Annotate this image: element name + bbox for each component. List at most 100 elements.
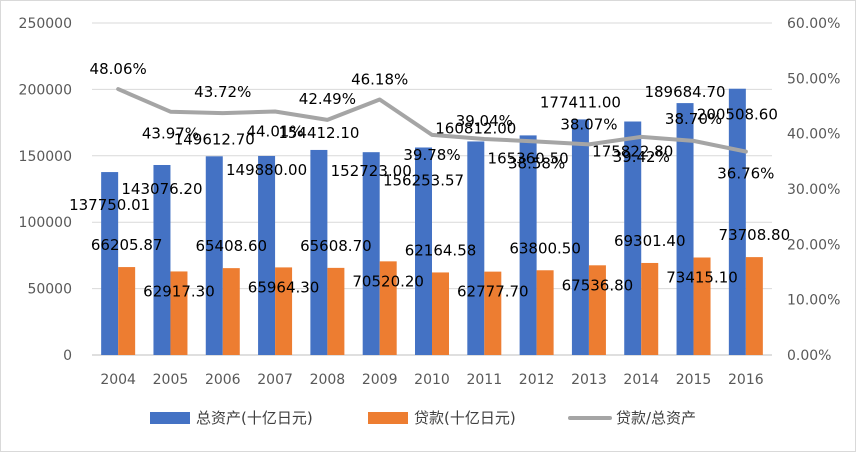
- bar-loans: [484, 271, 502, 355]
- left-axis-ticks: 0 50000 100000 150000 200000 250000: [19, 16, 72, 364]
- data-label-loans: 62917.30: [143, 282, 215, 300]
- data-label-loans: 67536.80: [562, 276, 634, 294]
- bar-total-assets: [467, 141, 485, 355]
- right-axis-tick-label: 50.00%: [787, 71, 840, 87]
- bar-loans: [118, 267, 136, 355]
- bar-total-assets: [258, 155, 276, 355]
- data-label-total-assets: 200508.60: [697, 106, 778, 124]
- data-label-loans: 65408.60: [195, 237, 267, 255]
- data-label-ratio: 48.06%: [90, 60, 147, 78]
- left-axis-tick-label: 50000: [27, 282, 72, 298]
- data-label-loans: 62777.70: [457, 283, 529, 301]
- data-label-ratio: 43.97%: [142, 125, 199, 143]
- data-label-ratio: 42.49%: [299, 90, 356, 108]
- data-label-total-assets: 160812.00: [435, 119, 516, 137]
- data-label-total-assets: 143076.20: [121, 180, 202, 198]
- bar-loans: [222, 268, 240, 355]
- x-axis-tick-label: 2010: [414, 372, 450, 388]
- data-label-ratio: 36.76%: [717, 165, 774, 183]
- bar-loans: [588, 265, 606, 355]
- data-label-ratio: 38.07%: [560, 115, 617, 133]
- x-axis-tick-label: 2011: [466, 372, 502, 388]
- data-label-total-assets: 154412.10: [278, 124, 359, 142]
- data-label-ratio: 39.04%: [456, 112, 513, 130]
- bar-total-assets: [415, 147, 432, 355]
- data-label-ratio: 39.42%: [613, 148, 670, 166]
- x-axis-tick-label: 2009: [362, 372, 398, 388]
- legend-label-total-assets: 总资产(十亿日元): [196, 409, 313, 427]
- left-axis-tick-label: 100000: [19, 215, 72, 231]
- bar-total-assets: [728, 88, 746, 355]
- x-axis-tick-label: 2013: [571, 372, 607, 388]
- data-label-total-assets: 152723.00: [331, 162, 412, 180]
- data-label-total-assets: 175822.80: [592, 143, 673, 161]
- data-label-total-assets: 177411.00: [540, 93, 621, 111]
- right-axis-tick-label: 60.00%: [787, 16, 840, 32]
- x-axis-tick-label: 2004: [100, 372, 136, 388]
- data-label-total-assets: 149880.00: [226, 161, 307, 179]
- right-axis-ticks: 0.00% 10.00% 20.00% 30.00% 40.00% 50.00% 60.00…: [787, 16, 840, 364]
- data-label-total-assets: 156253.57: [383, 171, 464, 189]
- bar-total-assets: [676, 103, 694, 355]
- x-axis-tick-label: 2008: [310, 372, 346, 388]
- bar-total-assets: [101, 172, 119, 355]
- legend-label-loans: 贷款(十亿日元): [414, 409, 516, 427]
- data-labels: 137750.01 66205.87 48.06% 143076.20 62917.30…: [69, 60, 790, 301]
- data-label-ratio: 38.70%: [665, 110, 722, 128]
- bar-loans: [745, 257, 763, 355]
- bar-total-assets: [571, 119, 589, 355]
- data-label-total-assets: 149612.70: [174, 130, 255, 148]
- data-label-loans: 69301.40: [614, 232, 686, 250]
- right-axis-tick-label: 10.00%: [787, 293, 840, 309]
- x-axis-tick-label: 2015: [676, 372, 712, 388]
- x-axis-tick-label: 2014: [623, 372, 659, 388]
- data-label-ratio: 46.18%: [351, 70, 408, 88]
- legend-swatch-total-assets: [150, 412, 190, 424]
- right-axis-tick-label: 30.00%: [787, 182, 840, 198]
- right-axis-tick-label: 20.00%: [787, 237, 840, 253]
- bar-total-assets: [362, 152, 380, 355]
- legend-swatch-loans: [368, 412, 408, 424]
- bar-total-assets: [153, 164, 171, 355]
- bar-loans: [379, 261, 397, 355]
- bar-loans: [432, 272, 449, 355]
- data-label-loans: 62164.58: [405, 241, 477, 259]
- bar-total-assets: [205, 156, 223, 355]
- data-label-ratio: 38.58%: [508, 155, 565, 173]
- legend: 总资产(十亿日元) 贷款(十亿日元) 贷款/总资产: [150, 409, 696, 427]
- ratio-line: [116, 87, 748, 154]
- data-label-loans: 65964.30: [248, 278, 320, 296]
- bar-loans: [170, 271, 188, 355]
- bar-total-assets: [519, 135, 537, 355]
- left-axis-tick-label: 250000: [19, 16, 72, 32]
- data-label-loans: 73415.10: [666, 269, 738, 287]
- x-axis-tick-label: 2006: [205, 372, 241, 388]
- ratio-line-group: [116, 87, 748, 154]
- bar-loans: [275, 267, 293, 355]
- data-label-loans: 63800.50: [509, 239, 581, 257]
- left-axis-tick-label: 150000: [19, 149, 72, 165]
- data-label-loans: 70520.20: [352, 272, 424, 290]
- x-axis-tick-label: 2005: [153, 372, 189, 388]
- left-axis-tick-label: 200000: [19, 82, 72, 98]
- x-axis-tick-label: 2016: [728, 372, 764, 388]
- bar-loans: [327, 267, 345, 355]
- right-axis-tick-label: 0.00%: [787, 348, 831, 364]
- data-label-loans: 73708.80: [719, 226, 791, 244]
- legend-label-ratio: 贷款/总资产: [616, 409, 696, 427]
- data-label-ratio: 43.72%: [194, 83, 251, 101]
- bar-loans: [641, 262, 659, 355]
- data-label-total-assets: 165360.50: [488, 149, 569, 167]
- gridlines: [92, 22, 772, 356]
- bars: [101, 88, 763, 355]
- bar-loans: [693, 257, 711, 355]
- data-label-ratio: 39.78%: [403, 146, 460, 164]
- data-label-loans: 65608.70: [300, 237, 372, 255]
- x-axis-ticks: 2004 2005 2006 2007 2008 2009 2010 2011 2012 2013…: [100, 372, 763, 388]
- data-label-total-assets: 137750.01: [69, 196, 150, 214]
- x-axis-tick-label: 2007: [257, 372, 293, 388]
- bar-total-assets: [310, 149, 328, 355]
- right-axis-tick-label: 40.00%: [787, 127, 840, 143]
- left-axis-tick-label: 0: [63, 348, 72, 364]
